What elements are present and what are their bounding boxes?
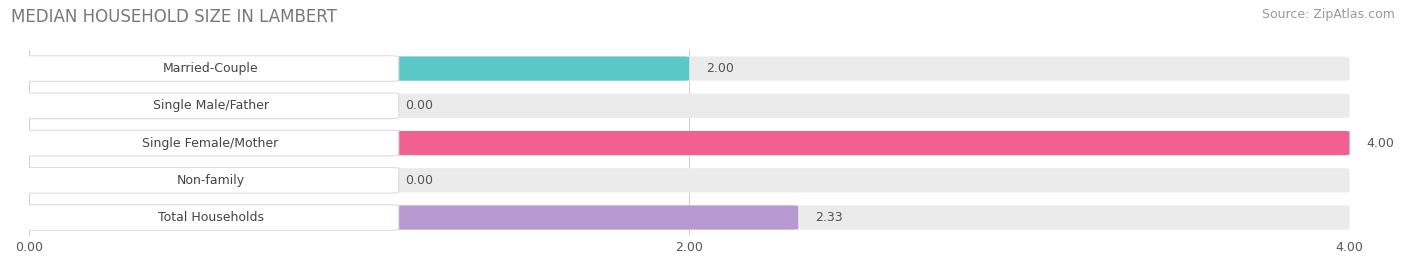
FancyBboxPatch shape: [30, 168, 1350, 192]
FancyBboxPatch shape: [22, 56, 399, 82]
FancyBboxPatch shape: [30, 168, 225, 192]
FancyBboxPatch shape: [22, 167, 399, 193]
Text: Single Female/Mother: Single Female/Mother: [142, 137, 278, 150]
FancyBboxPatch shape: [30, 206, 1350, 230]
Text: Married-Couple: Married-Couple: [163, 62, 259, 75]
Text: 2.33: 2.33: [814, 211, 842, 224]
FancyBboxPatch shape: [30, 131, 1350, 155]
FancyBboxPatch shape: [22, 205, 399, 230]
Text: MEDIAN HOUSEHOLD SIZE IN LAMBERT: MEDIAN HOUSEHOLD SIZE IN LAMBERT: [11, 8, 337, 26]
FancyBboxPatch shape: [30, 206, 799, 230]
Text: 4.00: 4.00: [1367, 137, 1393, 150]
FancyBboxPatch shape: [30, 94, 1350, 118]
Text: Total Households: Total Households: [157, 211, 263, 224]
FancyBboxPatch shape: [30, 131, 1350, 155]
Text: Source: ZipAtlas.com: Source: ZipAtlas.com: [1261, 8, 1395, 21]
Text: Non-family: Non-family: [177, 174, 245, 187]
FancyBboxPatch shape: [22, 130, 399, 156]
Text: 0.00: 0.00: [405, 174, 433, 187]
FancyBboxPatch shape: [30, 56, 689, 81]
FancyBboxPatch shape: [30, 56, 1350, 81]
Text: 2.00: 2.00: [706, 62, 734, 75]
Text: Single Male/Father: Single Male/Father: [153, 99, 269, 112]
Text: 0.00: 0.00: [405, 99, 433, 112]
FancyBboxPatch shape: [30, 94, 225, 118]
FancyBboxPatch shape: [22, 93, 399, 119]
